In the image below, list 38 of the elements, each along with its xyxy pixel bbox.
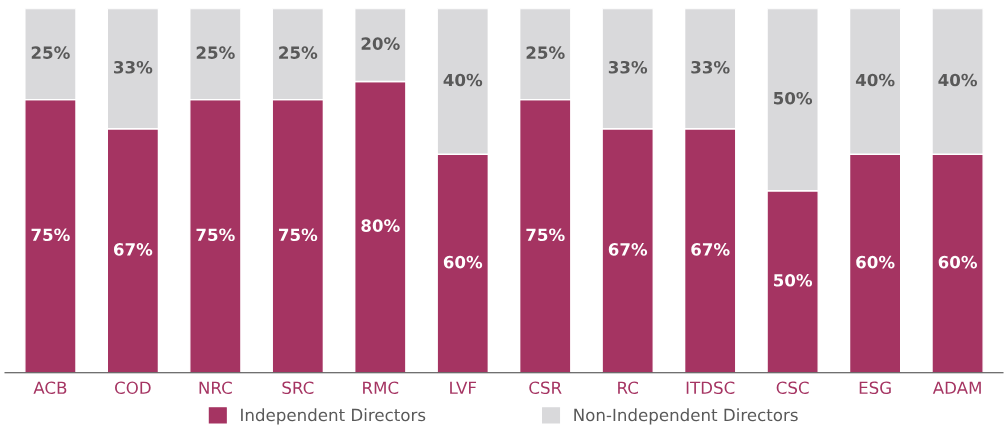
data-label: 60%: [938, 255, 978, 269]
data-label: 67%: [608, 243, 648, 256]
data-label: 50%: [773, 91, 813, 105]
data-label: 25%: [196, 46, 235, 59]
data-label: 25%: [526, 46, 565, 59]
data-label: 40%: [443, 73, 483, 87]
x-tick-label: ACB: [33, 381, 67, 395]
x-tick-label: LVF: [450, 381, 477, 394]
data-label: 25%: [279, 46, 318, 59]
x-tick-label: NRC: [199, 381, 232, 395]
legend-label: Independent Directors: [241, 408, 426, 425]
data-label: 33%: [114, 60, 153, 74]
x-tick-label: ADAM: [932, 381, 981, 394]
data-label: 75%: [196, 228, 235, 242]
data-label: 40%: [855, 73, 895, 87]
data-label: 80%: [361, 219, 400, 232]
x-tick-label: CSR: [529, 381, 562, 395]
x-tick-label: CSC: [776, 381, 809, 395]
x-tick-label: RC: [618, 381, 638, 395]
x-tick-label: ITDSC: [686, 381, 735, 395]
x-tick-label: SRC: [282, 381, 314, 395]
x-tick-label: RMC: [363, 381, 399, 395]
data-label: 25%: [31, 46, 70, 59]
data-label: 60%: [443, 255, 483, 269]
x-tick-label: COD: [115, 381, 151, 395]
data-label: 60%: [856, 255, 895, 269]
data-label: 40%: [938, 73, 978, 87]
data-label: 50%: [773, 274, 813, 287]
x-tick-label: ESG: [859, 381, 891, 395]
data-label: 67%: [691, 243, 730, 256]
data-label: 33%: [691, 60, 730, 74]
legend-label: Non-Independent Directors: [574, 408, 798, 425]
data-label: 75%: [278, 228, 318, 242]
data-label: 67%: [113, 243, 153, 256]
data-label: 75%: [526, 228, 565, 242]
data-label: 20%: [361, 37, 400, 50]
data-label: 75%: [31, 228, 70, 242]
data-label: 33%: [608, 60, 648, 74]
